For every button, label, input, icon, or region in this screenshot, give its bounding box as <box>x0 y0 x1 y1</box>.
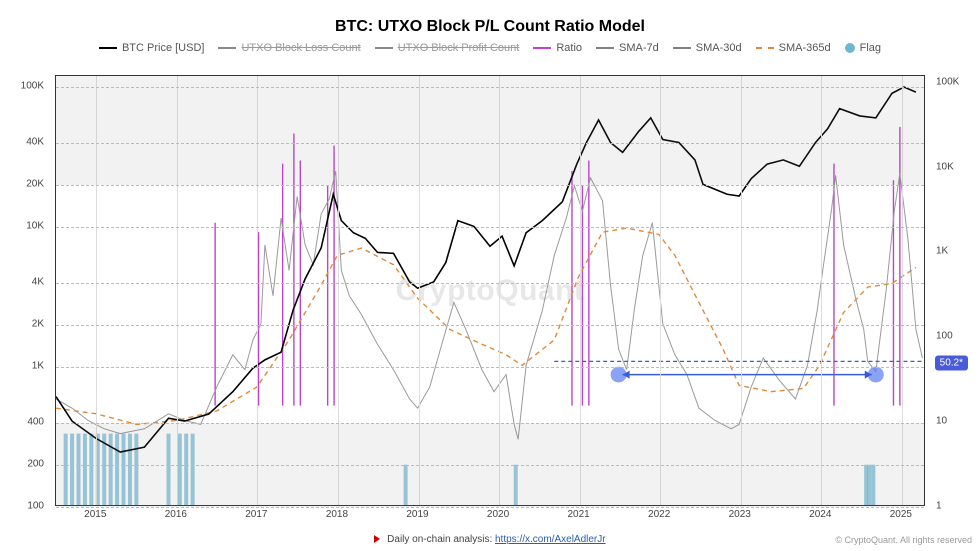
play-icon <box>374 535 380 543</box>
legend: BTC Price [USD] UTXO Block Loss Count UTXO… <box>0 36 980 54</box>
y-axis-left: 1002004001K2K4K10K20K40K100K <box>0 75 50 506</box>
legend-item-price: BTC Price [USD] <box>99 42 205 54</box>
legend-item-profCnt: UTXO Block Profit Count <box>375 42 520 54</box>
legend-item-flag: Flag <box>845 42 881 54</box>
chart-title: BTC: UTXO Block P/L Count Ratio Model <box>0 0 980 36</box>
footer-attribution: Daily on-chain analysis: https://x.com/A… <box>0 534 980 545</box>
legend-item-lossCnt: UTXO Block Loss Count <box>218 42 360 54</box>
chart-plot-area: CryptoQuant 50.2* <box>55 75 925 506</box>
copyright: © CryptoQuant. All rights reserved <box>835 535 972 545</box>
legend-item-sma30: SMA-30d <box>673 42 742 54</box>
y-axis-right: 1101001K10K100K <box>930 75 980 506</box>
x-axis: 2015201620172018201920202021202220232024… <box>55 509 925 523</box>
legend-item-sma365: SMA-365d <box>756 42 831 54</box>
annotation-badge: 50.2* <box>935 355 968 370</box>
legend-item-sma7: SMA-7d <box>596 42 659 54</box>
legend-item-ratio: Ratio <box>533 42 582 54</box>
footer-prefix: Daily on-chain analysis: <box>387 534 495 545</box>
footer-link[interactable]: https://x.com/AxelAdlerJr <box>495 534 606 545</box>
